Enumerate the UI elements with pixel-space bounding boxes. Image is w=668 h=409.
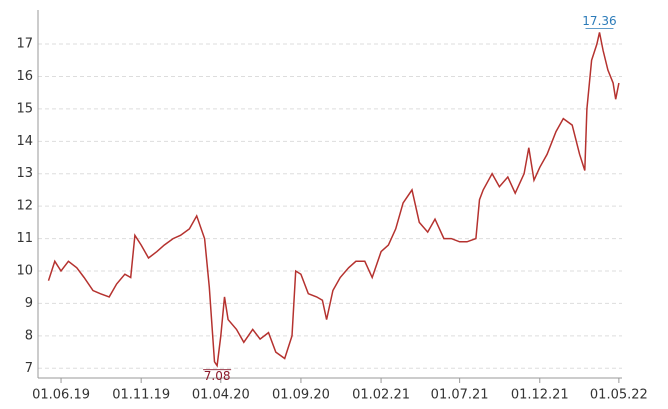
y-tick-label: 17 bbox=[16, 37, 33, 52]
y-tick-label: 16 bbox=[16, 69, 33, 84]
extreme-label: 17.36 bbox=[582, 14, 616, 28]
extreme-label: 7.08 bbox=[204, 369, 231, 383]
price-line bbox=[47, 32, 620, 368]
y-tick-label: 14 bbox=[16, 134, 33, 149]
x-tick-label: 01.05.22 bbox=[590, 388, 648, 403]
y-tick-label: 13 bbox=[16, 166, 33, 181]
x-tick-label: 01.11.19 bbox=[112, 388, 170, 403]
x-tick-label: 01.04.20 bbox=[192, 388, 250, 403]
y-tick-label: 8 bbox=[25, 328, 33, 343]
x-tick-label: 01.07.21 bbox=[431, 388, 489, 403]
x-tick-label: 01.02.21 bbox=[352, 388, 410, 403]
y-tick-label: 11 bbox=[16, 231, 33, 246]
x-tick-label: 01.12.21 bbox=[511, 388, 569, 403]
y-tick-label: 12 bbox=[16, 199, 33, 214]
y-tick-label: 7 bbox=[25, 361, 33, 376]
y-tick-label: 9 bbox=[25, 296, 33, 311]
y-tick-label: 15 bbox=[16, 101, 33, 116]
x-tick-label: 01.09.20 bbox=[272, 388, 330, 403]
x-tick-label: 01.06.19 bbox=[32, 388, 90, 403]
y-tick-label: 10 bbox=[16, 264, 33, 279]
